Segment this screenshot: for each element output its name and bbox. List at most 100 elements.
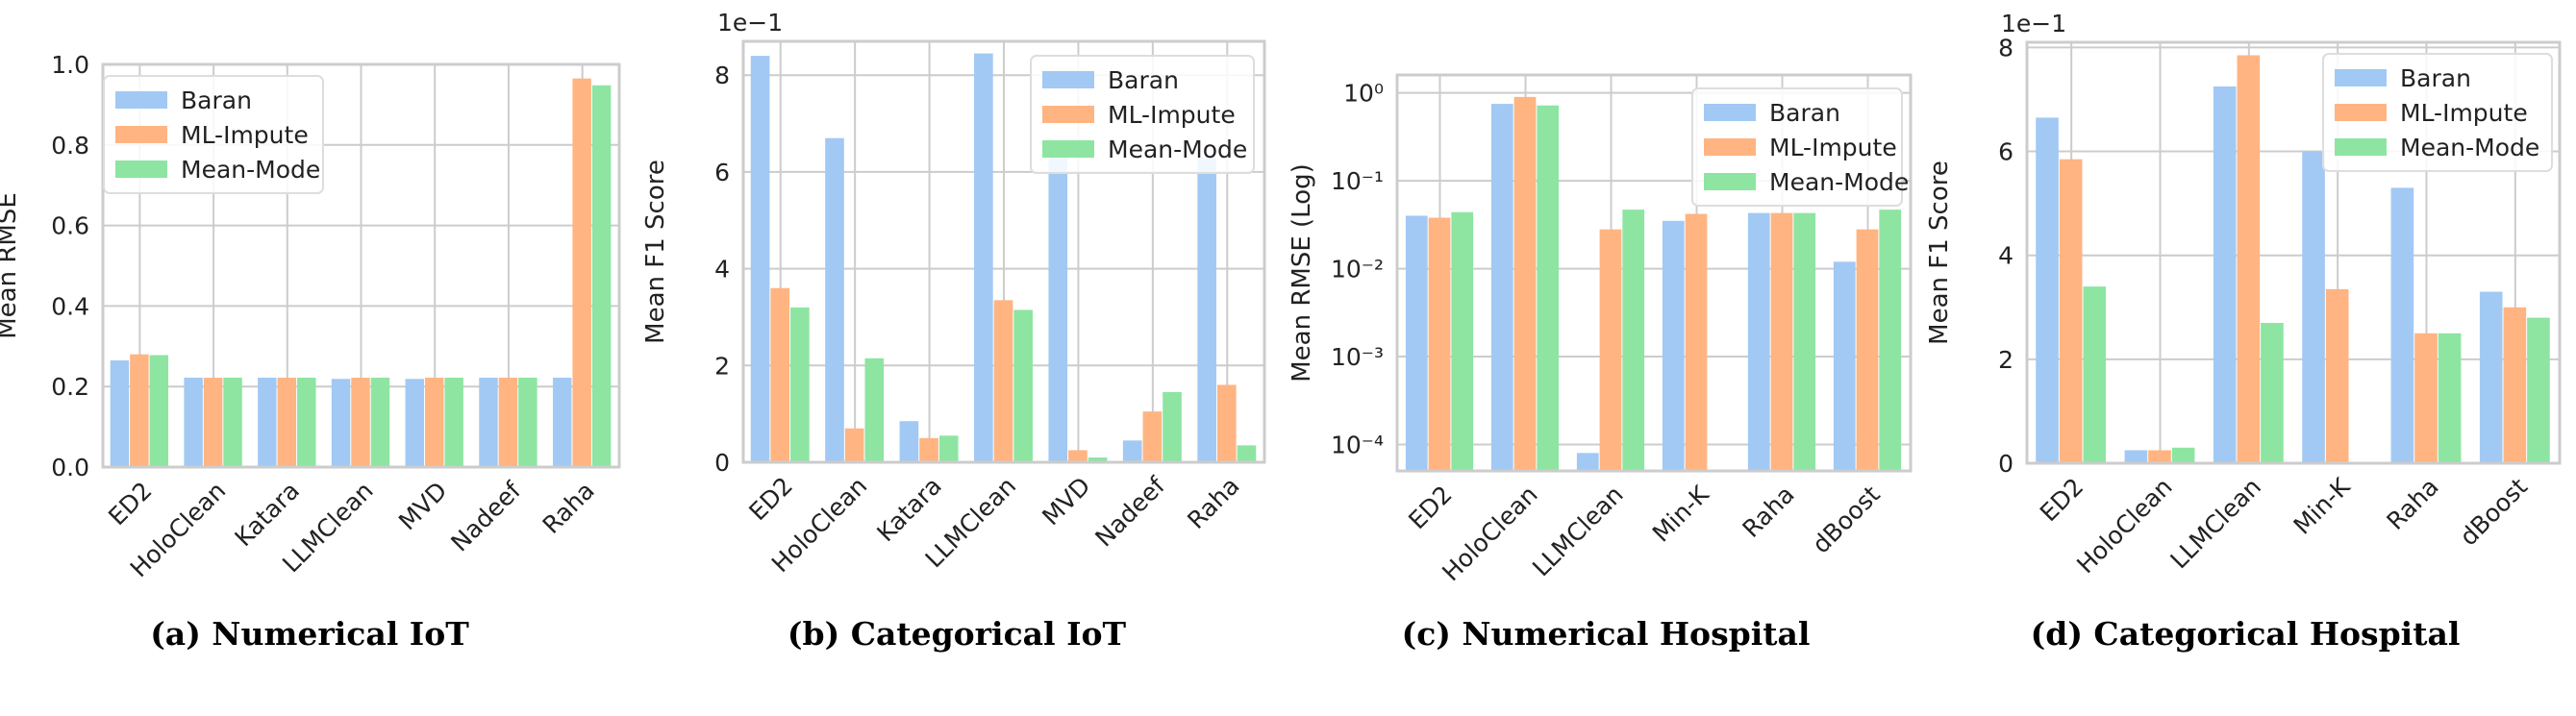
bar xyxy=(1237,445,1257,462)
legend-label: Baran xyxy=(1108,66,1179,94)
legend-label: ML-Impute xyxy=(1769,134,1897,161)
legend-label: Mean-Mode xyxy=(1108,136,1247,163)
bar xyxy=(864,358,885,462)
bar xyxy=(919,437,938,462)
y-tick-label: 8 xyxy=(1998,34,2013,62)
bar xyxy=(1197,157,1216,463)
x-tick-label: ED2 xyxy=(1403,481,1458,535)
x-tick-label: LLMClean xyxy=(2164,473,2266,575)
bar xyxy=(2083,286,2107,463)
bar xyxy=(572,78,591,467)
bar xyxy=(1513,96,1537,472)
legend-swatch xyxy=(1704,104,1756,121)
bar xyxy=(974,53,993,462)
legend-swatch xyxy=(2335,69,2387,86)
bar xyxy=(899,421,919,462)
bar xyxy=(825,137,844,463)
bar xyxy=(1216,384,1237,462)
plot-frame xyxy=(741,39,1266,464)
caption-b: (b) Categorical IoT xyxy=(787,615,1127,653)
y-tick-label: 0.8 xyxy=(51,132,89,160)
bar xyxy=(130,354,149,467)
bar xyxy=(1142,411,1163,462)
legend-label: Mean-Mode xyxy=(2400,134,2539,161)
bar xyxy=(770,287,790,462)
bar xyxy=(993,300,1013,462)
bar xyxy=(149,355,169,467)
y-tick-label: 4 xyxy=(714,256,730,284)
bar xyxy=(1856,229,1879,471)
y-tick-label: 0.2 xyxy=(51,373,89,401)
plot-frame xyxy=(101,62,621,469)
legend-swatch xyxy=(115,91,167,109)
legend: Baran ML-Impute Mean-Mode xyxy=(1030,55,1255,174)
y-tick-label: 10⁻² xyxy=(1331,256,1384,284)
bar xyxy=(1576,453,1599,471)
bar xyxy=(1537,105,1560,472)
bar xyxy=(277,377,297,467)
bar xyxy=(938,435,959,462)
caption-d: (d) Categorical Hospital xyxy=(2030,615,2461,653)
legend-swatch xyxy=(115,126,167,143)
caption-a: (a) Numerical IoT xyxy=(150,615,469,653)
bar xyxy=(370,377,390,467)
legend-swatch xyxy=(115,160,167,178)
x-tick-label: HoloClean xyxy=(2071,473,2178,580)
bar xyxy=(1451,211,1474,471)
bar xyxy=(405,379,424,467)
chart-panel-1: 0.00.20.40.60.81.0ED2HoloCleanKataraLLMC… xyxy=(0,51,621,582)
axis-offset-label: 1e−1 xyxy=(717,9,783,37)
bar xyxy=(1088,457,1108,462)
y-axis-title: Mean F1 Score xyxy=(1925,160,1954,345)
x-tick-label: MVD xyxy=(1037,472,1095,531)
legend-label: ML-Impute xyxy=(1108,101,1236,129)
legend-swatch xyxy=(1042,140,1094,158)
bar xyxy=(1428,217,1451,472)
y-tick-label: 8 xyxy=(714,62,730,89)
bar xyxy=(1013,309,1033,462)
bar xyxy=(2503,307,2527,463)
plot-frame xyxy=(1395,73,1913,473)
bar xyxy=(2325,288,2349,463)
y-tick-label: 10⁻⁴ xyxy=(1331,431,1384,458)
y-tick-label: 0.0 xyxy=(51,454,89,481)
bar xyxy=(258,377,277,467)
bar xyxy=(1163,392,1182,462)
x-tick-label: Raha xyxy=(1182,472,1244,534)
bar xyxy=(203,377,223,467)
bar xyxy=(2302,151,2325,464)
y-tick-label: 10⁰ xyxy=(1343,80,1384,108)
y-tick-label: 6 xyxy=(1998,138,2013,166)
bar xyxy=(2390,187,2414,463)
bar xyxy=(750,56,770,462)
bar xyxy=(2124,450,2148,463)
bar xyxy=(2237,55,2261,463)
bar xyxy=(2036,117,2059,463)
x-tick-label: Nadeef xyxy=(445,476,527,557)
bar xyxy=(110,359,130,467)
y-axis-title: Mean RMSE (Log) xyxy=(1288,163,1316,383)
y-tick-label: 0 xyxy=(1998,450,2013,478)
y-tick-label: 0.4 xyxy=(51,292,89,320)
bar xyxy=(2171,447,2195,463)
bar xyxy=(479,377,498,467)
bar xyxy=(552,377,572,467)
legend: Baran ML-Impute Mean-Mode xyxy=(1691,87,1909,207)
y-tick-label: 10⁻³ xyxy=(1331,343,1384,371)
y-tick-label: 1.0 xyxy=(51,51,89,79)
legend: Baran ML-Impute Mean-Mode xyxy=(2322,53,2553,172)
bar xyxy=(498,377,518,467)
bar xyxy=(1770,212,1793,471)
y-axis-title: Mean RMSE xyxy=(0,192,22,339)
bar xyxy=(1490,104,1513,471)
bar xyxy=(223,377,242,467)
x-tick-label: ED2 xyxy=(743,472,798,527)
bar xyxy=(331,379,351,467)
legend-swatch xyxy=(2335,104,2387,121)
bar xyxy=(518,377,538,467)
bar xyxy=(297,377,316,467)
y-tick-label: 6 xyxy=(714,159,730,186)
